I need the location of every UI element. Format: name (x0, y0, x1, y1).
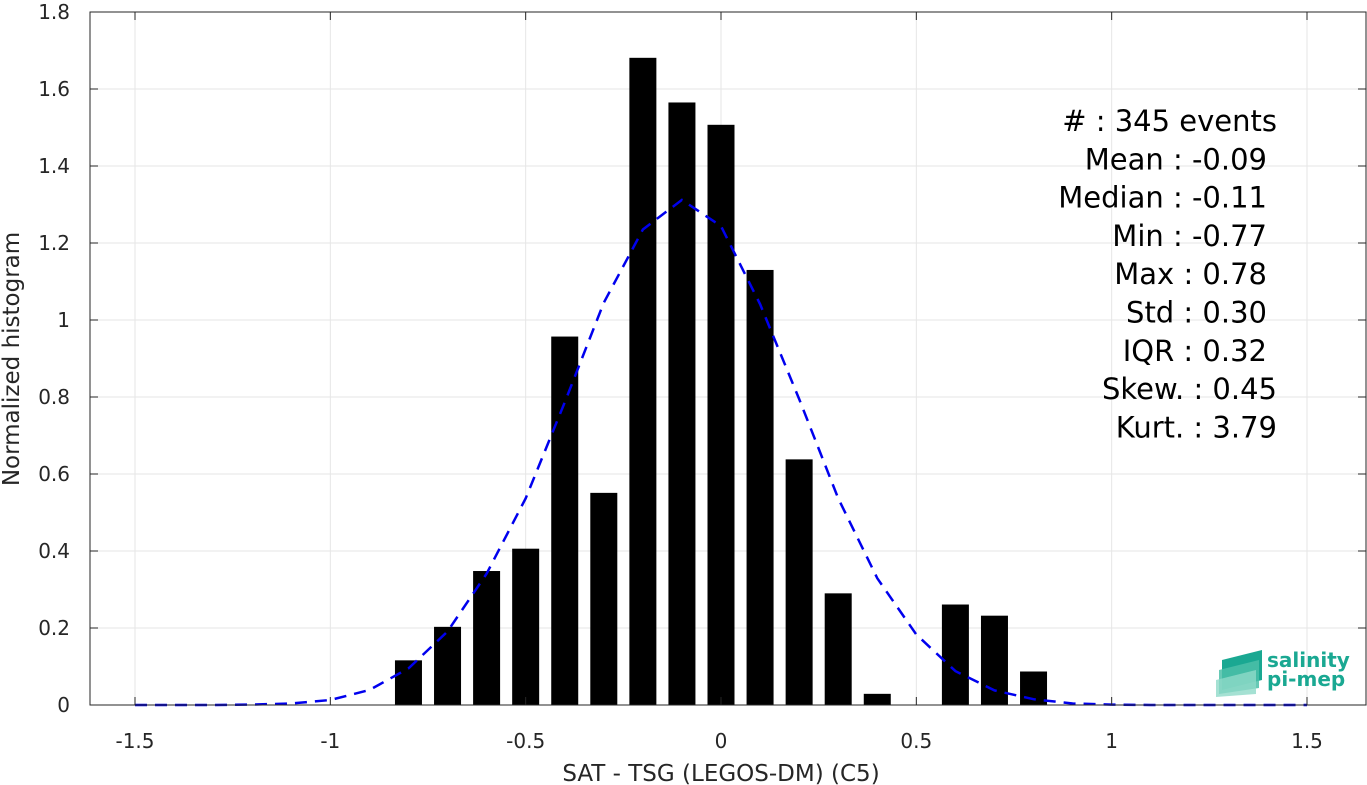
stat-line: Min : -0.77 (1112, 219, 1267, 253)
y-tick-label: 0 (57, 693, 70, 717)
histogram-bar (590, 492, 618, 705)
stat-line: Kurt. : 3.79 (1116, 410, 1277, 444)
histogram-bar (824, 593, 852, 705)
histogram-bar (863, 693, 891, 705)
stat-line: Skew. : 0.45 (1102, 372, 1277, 406)
histogram-bar (746, 269, 774, 705)
histogram-bar (941, 604, 969, 705)
statistics-annotation: # : 345 events Mean : -0.09 Median : -0.11… (1058, 104, 1277, 444)
stat-line: Median : -0.11 (1058, 181, 1267, 215)
y-tick-label: 1 (57, 308, 70, 332)
histogram-bar (512, 548, 540, 705)
x-tick-label: 0 (715, 729, 728, 753)
stat-line: Std : 0.30 (1126, 296, 1267, 330)
y-axis-label: Normalized histogram (0, 232, 25, 486)
stat-line: IQR : 0.32 (1123, 334, 1267, 368)
stat-line: Mean : -0.09 (1085, 142, 1267, 176)
axis-ticks (90, 11, 1366, 706)
histogram-bar (473, 571, 501, 705)
stat-line: # : 345 events (1062, 104, 1277, 138)
logo-text-salinity: salinity (1267, 648, 1350, 672)
x-tick-label: 1 (1105, 729, 1118, 753)
y-tick-label: 1.2 (38, 231, 70, 255)
wave-logo-icon (1216, 650, 1262, 697)
x-tick-label: -1.5 (115, 729, 154, 753)
y-tick-label: 0.2 (38, 616, 70, 640)
y-tick-label: 1.4 (38, 154, 70, 178)
x-axis-label: SAT - TSG (LEGOS-DM) (C5) (562, 761, 879, 785)
histogram-bars (394, 57, 1048, 706)
salinity-pi-mep-logo: salinity pi-mep (1216, 648, 1350, 697)
x-tick-label: 1.5 (1291, 729, 1323, 753)
y-tick-label: 1.6 (38, 77, 70, 101)
y-tick-label: 0.6 (38, 462, 70, 486)
y-tick-label: 1.8 (38, 0, 70, 24)
histogram-bar (668, 102, 696, 706)
logo-text-pi-mep: pi-mep (1267, 667, 1345, 691)
histogram-bar (434, 626, 462, 705)
tick-labels: -1.5 -1 -0.5 0 0.5 1 1.5 0 0.2 0.4 0.6 0.8 1 1.2 1.4 1.… (38, 0, 1323, 753)
y-tick-label: 0.8 (38, 385, 70, 409)
y-tick-label: 0.4 (38, 539, 70, 563)
stat-line: Max : 0.78 (1114, 257, 1267, 291)
x-tick-label: -0.5 (506, 729, 545, 753)
histogram-bar (629, 57, 657, 705)
axes-frame (89, 11, 1367, 706)
histogram-bar (785, 459, 813, 705)
histogram-bar (551, 336, 579, 705)
x-tick-label: 0.5 (900, 729, 932, 753)
histogram-bar (707, 124, 735, 706)
x-tick-label: -1 (320, 729, 340, 753)
